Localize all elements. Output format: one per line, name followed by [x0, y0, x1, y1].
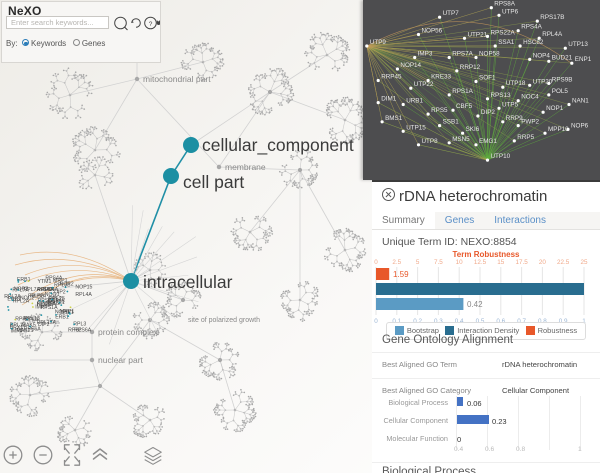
svg-text:RPS2: RPS2	[68, 327, 82, 333]
svg-text:BUD21: BUD21	[552, 54, 573, 61]
svg-text:IMP4: IMP4	[10, 328, 22, 334]
svg-text:NOP14: NOP14	[400, 62, 421, 69]
svg-text:1.59: 1.59	[393, 270, 409, 279]
svg-text:RPL3: RPL3	[73, 321, 86, 327]
svg-text:UTP15: UTP15	[406, 124, 426, 131]
svg-text:SKI6: SKI6	[466, 126, 480, 133]
svg-text:NAN1: NAN1	[572, 98, 589, 105]
svg-text:mitochondrial part: mitochondrial part	[143, 74, 211, 84]
svg-text:RPS4A: RPS4A	[521, 24, 542, 31]
svg-text:UTP22: UTP22	[414, 81, 434, 88]
svg-text:CBF5: CBF5	[456, 103, 473, 110]
svg-text:RPS17B: RPS17B	[540, 14, 564, 21]
svg-text:UTP7: UTP7	[443, 10, 460, 17]
svg-text:NOC2: NOC2	[20, 296, 35, 302]
svg-text:RPS1A: RPS1A	[452, 88, 473, 95]
svg-text:intracellular: intracellular	[143, 272, 233, 292]
svg-text:UTP9: UTP9	[370, 39, 387, 46]
svg-text:protein complex: protein complex	[98, 327, 159, 337]
svg-text:PWP2: PWP2	[521, 119, 539, 126]
svg-text:ENP1: ENP1	[575, 56, 591, 63]
svg-text:DIP2: DIP2	[38, 322, 50, 328]
svg-text:NOP56: NOP56	[422, 28, 443, 35]
svg-text:RPS22A: RPS22A	[491, 29, 516, 36]
svg-text:NOP1: NOP1	[546, 105, 564, 112]
svg-text:RPS13: RPS13	[491, 92, 511, 99]
svg-text:SSA1: SSA1	[498, 39, 515, 46]
svg-text:SSB1: SSB1	[443, 119, 460, 126]
svg-text:DIP2: DIP2	[481, 109, 495, 116]
svg-text:RPS4A: RPS4A	[45, 275, 63, 281]
svg-text:cellular_component: cellular_component	[202, 135, 354, 156]
svg-text:KRE33: KRE33	[431, 74, 451, 81]
svg-text:RPL2A: RPL2A	[4, 294, 21, 300]
svg-text:MPP10: MPP10	[548, 126, 569, 133]
svg-text:UTP21: UTP21	[468, 31, 488, 38]
svg-text:RPS5: RPS5	[431, 107, 448, 114]
svg-text:NOC4: NOC4	[521, 94, 539, 101]
svg-text:RPS7A: RPS7A	[452, 51, 473, 58]
svg-text:UTP13: UTP13	[568, 41, 588, 48]
svg-text:NSA2: NSA2	[39, 287, 53, 293]
svg-text:cell part: cell part	[183, 172, 244, 192]
svg-text:URB1: URB1	[406, 98, 423, 105]
svg-text:membrane: membrane	[225, 162, 266, 172]
svg-text:site of polarized growth: site of polarized growth	[188, 317, 260, 324]
svg-text:RPS9B: RPS9B	[552, 76, 573, 83]
svg-text:NOP15: NOP15	[75, 284, 92, 290]
svg-text:UTP8: UTP8	[422, 138, 439, 145]
svg-text:NOP2: NOP2	[59, 281, 73, 287]
svg-text:HSC82: HSC82	[523, 39, 544, 46]
svg-text:RRP45: RRP45	[381, 74, 402, 81]
svg-text:BMS1: BMS1	[385, 115, 403, 122]
svg-text:?: ?	[149, 21, 153, 28]
svg-text:UTP18: UTP18	[506, 80, 526, 87]
svg-text:ERB1: ERB1	[55, 315, 69, 321]
svg-text:MAK21: MAK21	[48, 300, 65, 306]
svg-text:UTP10: UTP10	[491, 153, 511, 160]
svg-text:UTP5: UTP5	[502, 101, 519, 108]
svg-text:NOP6: NOP6	[571, 122, 589, 129]
svg-text:NOP4: NOP4	[533, 52, 551, 59]
svg-text:POL5: POL5	[552, 88, 569, 95]
svg-text:RRP12: RRP12	[460, 64, 481, 71]
svg-text:RPL7A: RPL7A	[24, 287, 41, 293]
svg-text:NOP58: NOP58	[479, 51, 500, 58]
svg-text:SOF1: SOF1	[479, 75, 496, 82]
svg-text:UTP6: UTP6	[502, 8, 519, 15]
svg-text:RRP5: RRP5	[517, 134, 534, 141]
svg-text:nuclear part: nuclear part	[98, 355, 144, 365]
svg-text:RPS8A: RPS8A	[494, 1, 515, 8]
svg-text:IMP3: IMP3	[418, 51, 433, 58]
svg-text:RPL4A: RPL4A	[542, 31, 563, 38]
svg-text:DIM1: DIM1	[381, 96, 397, 103]
svg-text:0.42: 0.42	[467, 300, 483, 309]
svg-text:EMG1: EMG1	[479, 138, 497, 145]
svg-text:RPL4A: RPL4A	[75, 292, 92, 298]
svg-text:MSN5: MSN5	[452, 136, 470, 143]
